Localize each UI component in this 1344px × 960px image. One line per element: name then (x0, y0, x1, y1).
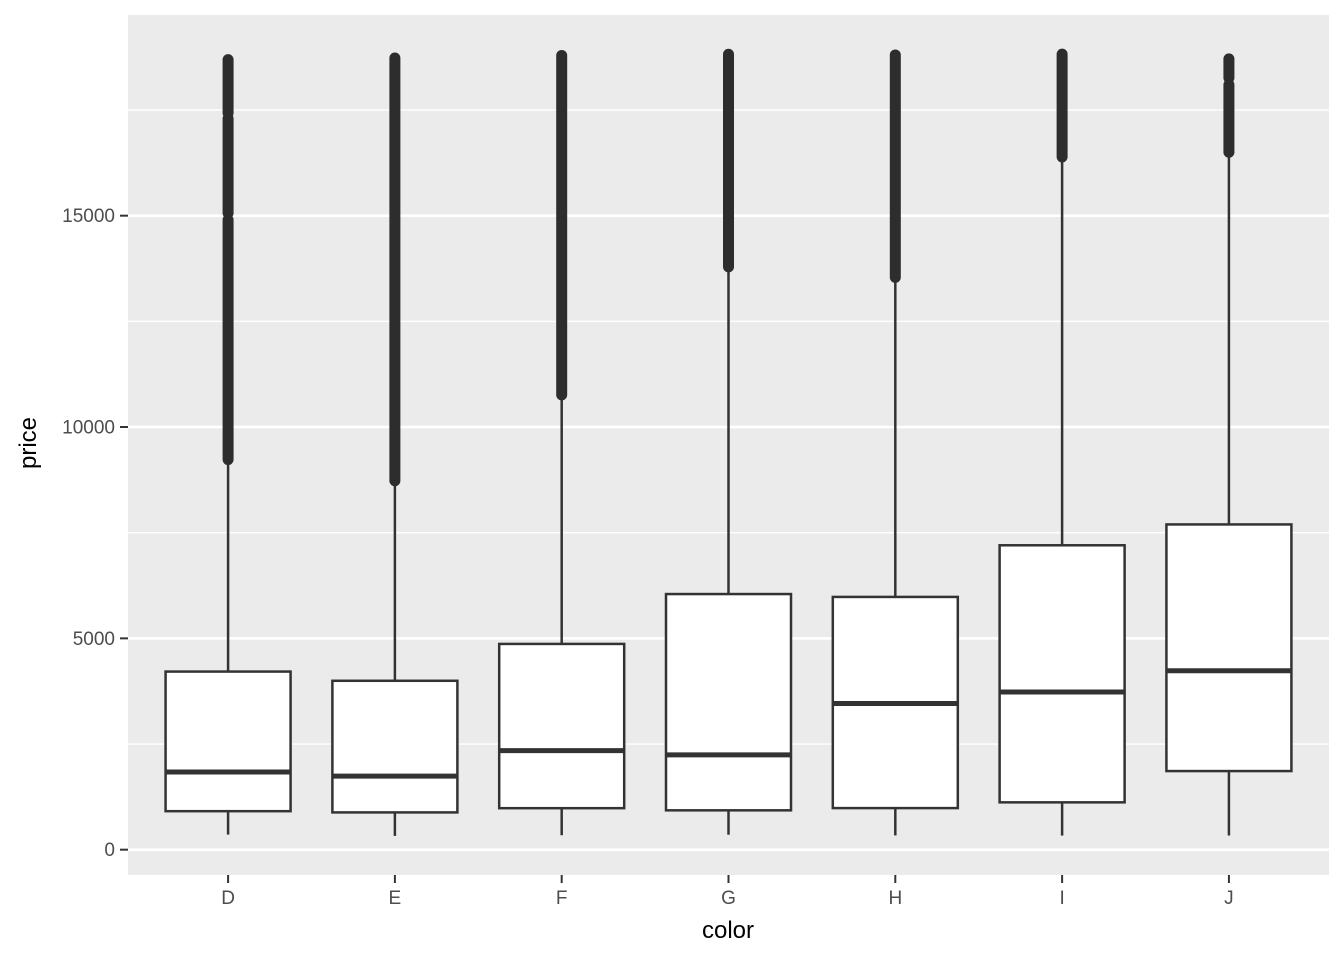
x-axis-title: color (701, 917, 755, 944)
box-F (497, 642, 626, 810)
y-tick-label-5000: 5000 (73, 629, 115, 650)
box-E (331, 679, 459, 814)
x-tick-label-F: F (556, 888, 568, 909)
x-tick-label-I: I (1059, 888, 1064, 909)
y-tick-label-15000: 15000 (62, 206, 115, 227)
y-tick-label-10000: 10000 (62, 418, 115, 439)
y-axis-title: price (15, 416, 42, 470)
x-tick-label-D: D (221, 888, 235, 909)
box-J (1165, 523, 1293, 773)
x-tick-label-E: E (389, 888, 402, 909)
box-I (998, 544, 1126, 804)
x-tick-label-H: H (888, 888, 902, 909)
box-D (164, 670, 292, 813)
x-tick-label-J: J (1224, 888, 1234, 909)
box-G (664, 592, 793, 812)
y-tick-label-0: 0 (104, 840, 115, 861)
x-tick-label-G: G (721, 888, 736, 909)
